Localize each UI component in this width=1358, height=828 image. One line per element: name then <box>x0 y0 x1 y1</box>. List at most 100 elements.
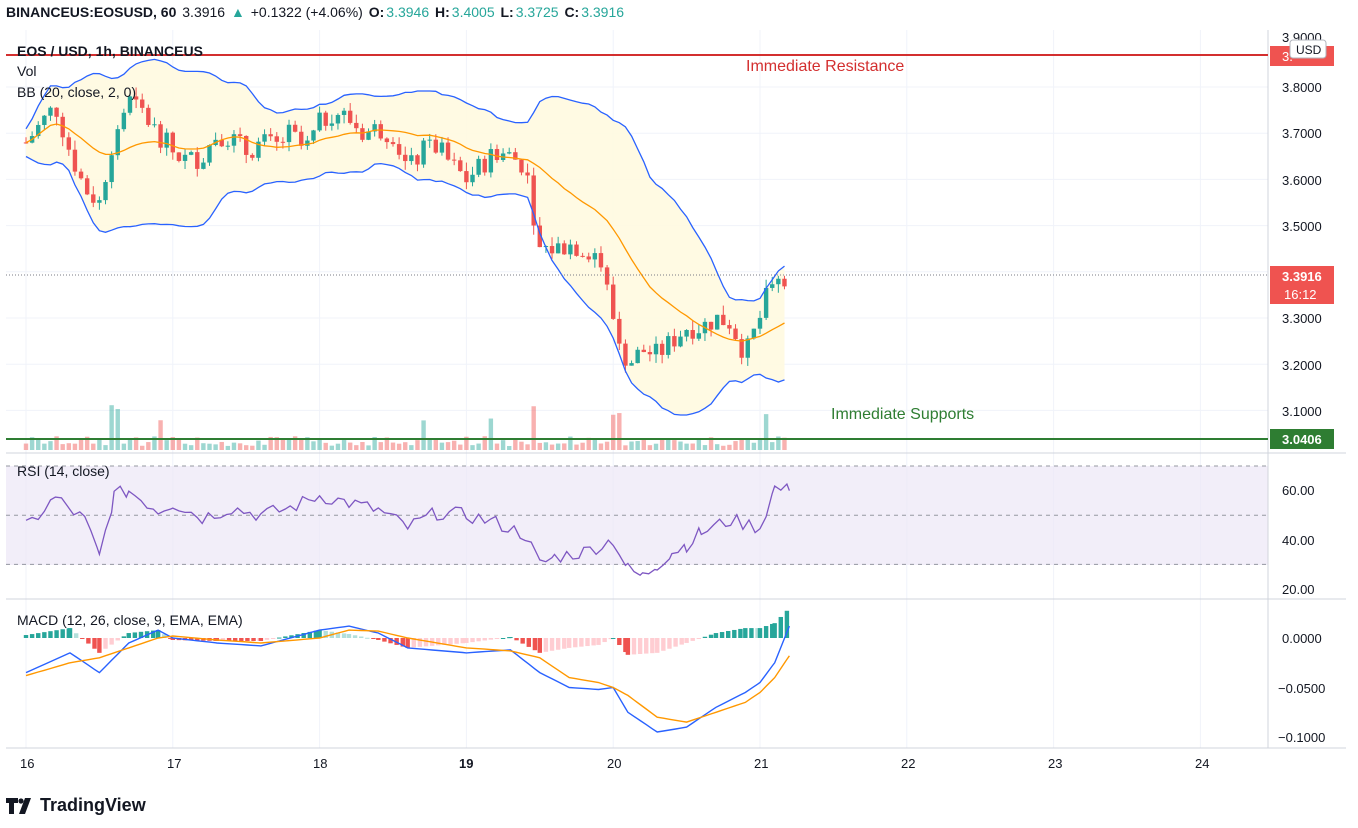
volume-bar <box>445 442 451 450</box>
volume-bar <box>366 445 371 450</box>
symbol-header: BINANCEUS:EOSUSD, 60 3.3916 ▲ +0.1322 (+… <box>6 4 626 24</box>
candle-body <box>770 284 775 288</box>
macd-histogram-bar <box>494 638 500 639</box>
candle-body <box>488 149 494 173</box>
candle-body <box>176 152 182 161</box>
candle-body <box>409 155 414 162</box>
volume-bar <box>237 443 243 450</box>
macd-histogram-bar <box>376 638 381 640</box>
tradingview-logo[interactable]: TradingView <box>6 795 146 816</box>
macd-histogram-bar <box>778 616 783 638</box>
candle-body <box>433 139 439 153</box>
volume-bar <box>763 414 769 450</box>
currency-button[interactable] <box>1289 39 1327 59</box>
candle-body <box>721 314 726 326</box>
macd-histogram-bar <box>602 638 607 643</box>
macd-histogram-bar <box>411 638 416 648</box>
macd-histogram-bar <box>591 638 596 646</box>
symbol-name[interactable]: BINANCEUS:EOSUSD, 60 <box>6 4 177 20</box>
candle-body <box>237 134 243 136</box>
volume-legend: Vol <box>17 63 36 79</box>
macd-histogram-bar <box>264 638 270 640</box>
volume-bar <box>97 439 102 450</box>
volume-bar <box>225 445 231 450</box>
candle-body <box>604 267 610 285</box>
candle-body <box>347 110 353 123</box>
rsi-legend: RSI (14, close) <box>17 463 110 479</box>
last-price-tag-value: 3.3916 <box>1282 269 1322 284</box>
candle-body <box>219 139 224 147</box>
candle-body <box>97 200 102 203</box>
volume-bar <box>617 413 622 450</box>
candle-body <box>286 124 292 143</box>
candle-body <box>611 284 616 319</box>
macd-histogram-bar <box>631 638 637 655</box>
macd-histogram-bar <box>382 638 387 642</box>
low-value: 3.3725 <box>515 4 559 20</box>
volume-bar <box>470 445 475 450</box>
low-label: L: <box>500 4 514 20</box>
high-value: 3.4005 <box>451 4 495 20</box>
candle-body <box>623 343 628 366</box>
macd-histogram-bar <box>585 638 590 647</box>
time-tick: 22 <box>901 756 915 771</box>
candle-body <box>568 244 573 255</box>
volume-bar <box>745 439 750 450</box>
macd-histogram-bar <box>608 638 613 640</box>
macd-legend: MACD (12, 26, close, 9, EMA, EMA) <box>17 612 243 628</box>
triangle-up-icon: ▲ <box>230 4 245 20</box>
volume-bar <box>329 445 335 450</box>
macd-histogram-bar <box>611 638 616 639</box>
volume-bar <box>317 439 322 450</box>
macd-histogram-bar <box>317 630 322 638</box>
volume-bar <box>513 439 518 450</box>
macd-histogram-bar <box>573 638 578 648</box>
macd-histogram-bar <box>54 630 59 638</box>
macd-histogram-bar <box>283 636 288 638</box>
candle-body <box>617 318 622 344</box>
candle-body <box>127 96 133 113</box>
volume-bar <box>751 442 757 450</box>
candle-body <box>244 135 249 155</box>
volume-bar <box>678 441 683 450</box>
volume-bar <box>421 420 426 450</box>
volume-bar <box>629 441 634 450</box>
macd-histogram-bar <box>679 638 684 645</box>
candle-body <box>91 194 96 203</box>
volume-bar <box>782 437 787 450</box>
volume-bar <box>672 440 677 450</box>
candle-body <box>580 255 585 257</box>
macd-histogram-bar <box>755 628 760 638</box>
candle-body <box>507 152 512 154</box>
macd-histogram-bar <box>460 638 465 644</box>
macd-histogram-bar <box>232 638 238 641</box>
candle-body <box>751 328 757 339</box>
price-tick: 3.6000 <box>1282 173 1322 188</box>
macd-histogram-bar <box>549 638 555 651</box>
candle-body <box>592 253 598 260</box>
volume-bar <box>684 443 689 450</box>
candle-body <box>745 338 750 358</box>
macd-histogram-bar <box>784 610 790 638</box>
price-change: +0.1322 (+4.06%) <box>250 4 363 20</box>
macd-histogram-bar <box>126 633 131 638</box>
macd-histogram-bar <box>251 638 256 641</box>
macd-histogram-bar <box>138 631 144 638</box>
volume-bar <box>721 445 726 450</box>
volume-bar <box>274 437 279 450</box>
macd-histogram-bar <box>301 633 306 638</box>
bb-basis-line <box>25 123 785 342</box>
candle-body <box>635 349 640 364</box>
macd-histogram-bar <box>702 636 708 638</box>
candle-body <box>225 145 231 147</box>
candle-body <box>464 171 469 183</box>
macd-histogram-bar <box>637 638 643 655</box>
macd-histogram-bar <box>188 638 194 641</box>
candle-body <box>146 107 151 125</box>
volume-bar <box>347 442 353 450</box>
candle-body <box>482 158 487 173</box>
volume-bar <box>140 445 145 450</box>
volume-bar <box>696 438 702 450</box>
candle-body <box>360 128 365 140</box>
